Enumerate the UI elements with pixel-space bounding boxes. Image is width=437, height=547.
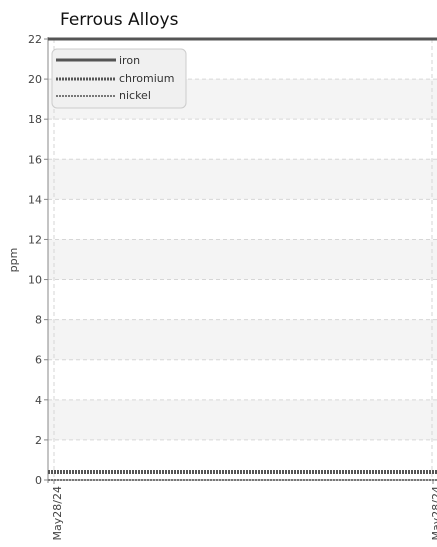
series-lines (48, 37, 437, 481)
legend-box (51, 48, 187, 109)
y-tick-label: 10 (28, 274, 42, 287)
plot-band (48, 159, 437, 200)
y-tick-label: 12 (28, 233, 42, 246)
y-tick-labels: 0 2 4 6 8 10 12 14 16 18 20 22 (28, 33, 48, 487)
legend[interactable]: iron chromium nickel (51, 48, 187, 109)
y-tick-label: 4 (35, 394, 42, 407)
legend-label-chromium: chromium (119, 72, 175, 85)
chart-title: Ferrous Alloys (60, 10, 179, 30)
x-tick-labels: May28/24 May28/24 (51, 480, 437, 540)
y-axis-label: ppm (7, 248, 20, 273)
plot-bands (48, 79, 437, 440)
legend-label-iron: iron (119, 54, 140, 67)
y-tick-label: 16 (28, 153, 42, 166)
y-tick-label: 2 (35, 434, 42, 447)
x-tick-label: May28/24 (430, 486, 437, 540)
legend-label-nickel: nickel (119, 89, 151, 102)
y-tick-label: 6 (35, 354, 42, 367)
y-tick-label: 18 (28, 113, 42, 126)
y-tick-label: 14 (28, 193, 42, 206)
y-tick-label: 0 (35, 474, 42, 487)
y-tick-label: 8 (35, 314, 42, 327)
plot-band (48, 319, 437, 360)
plot-band (48, 239, 437, 280)
x-tick-label: May28/24 (51, 486, 64, 540)
y-tick-label: 22 (28, 33, 42, 46)
plot-band (48, 399, 437, 440)
y-tick-label: 20 (28, 73, 42, 86)
